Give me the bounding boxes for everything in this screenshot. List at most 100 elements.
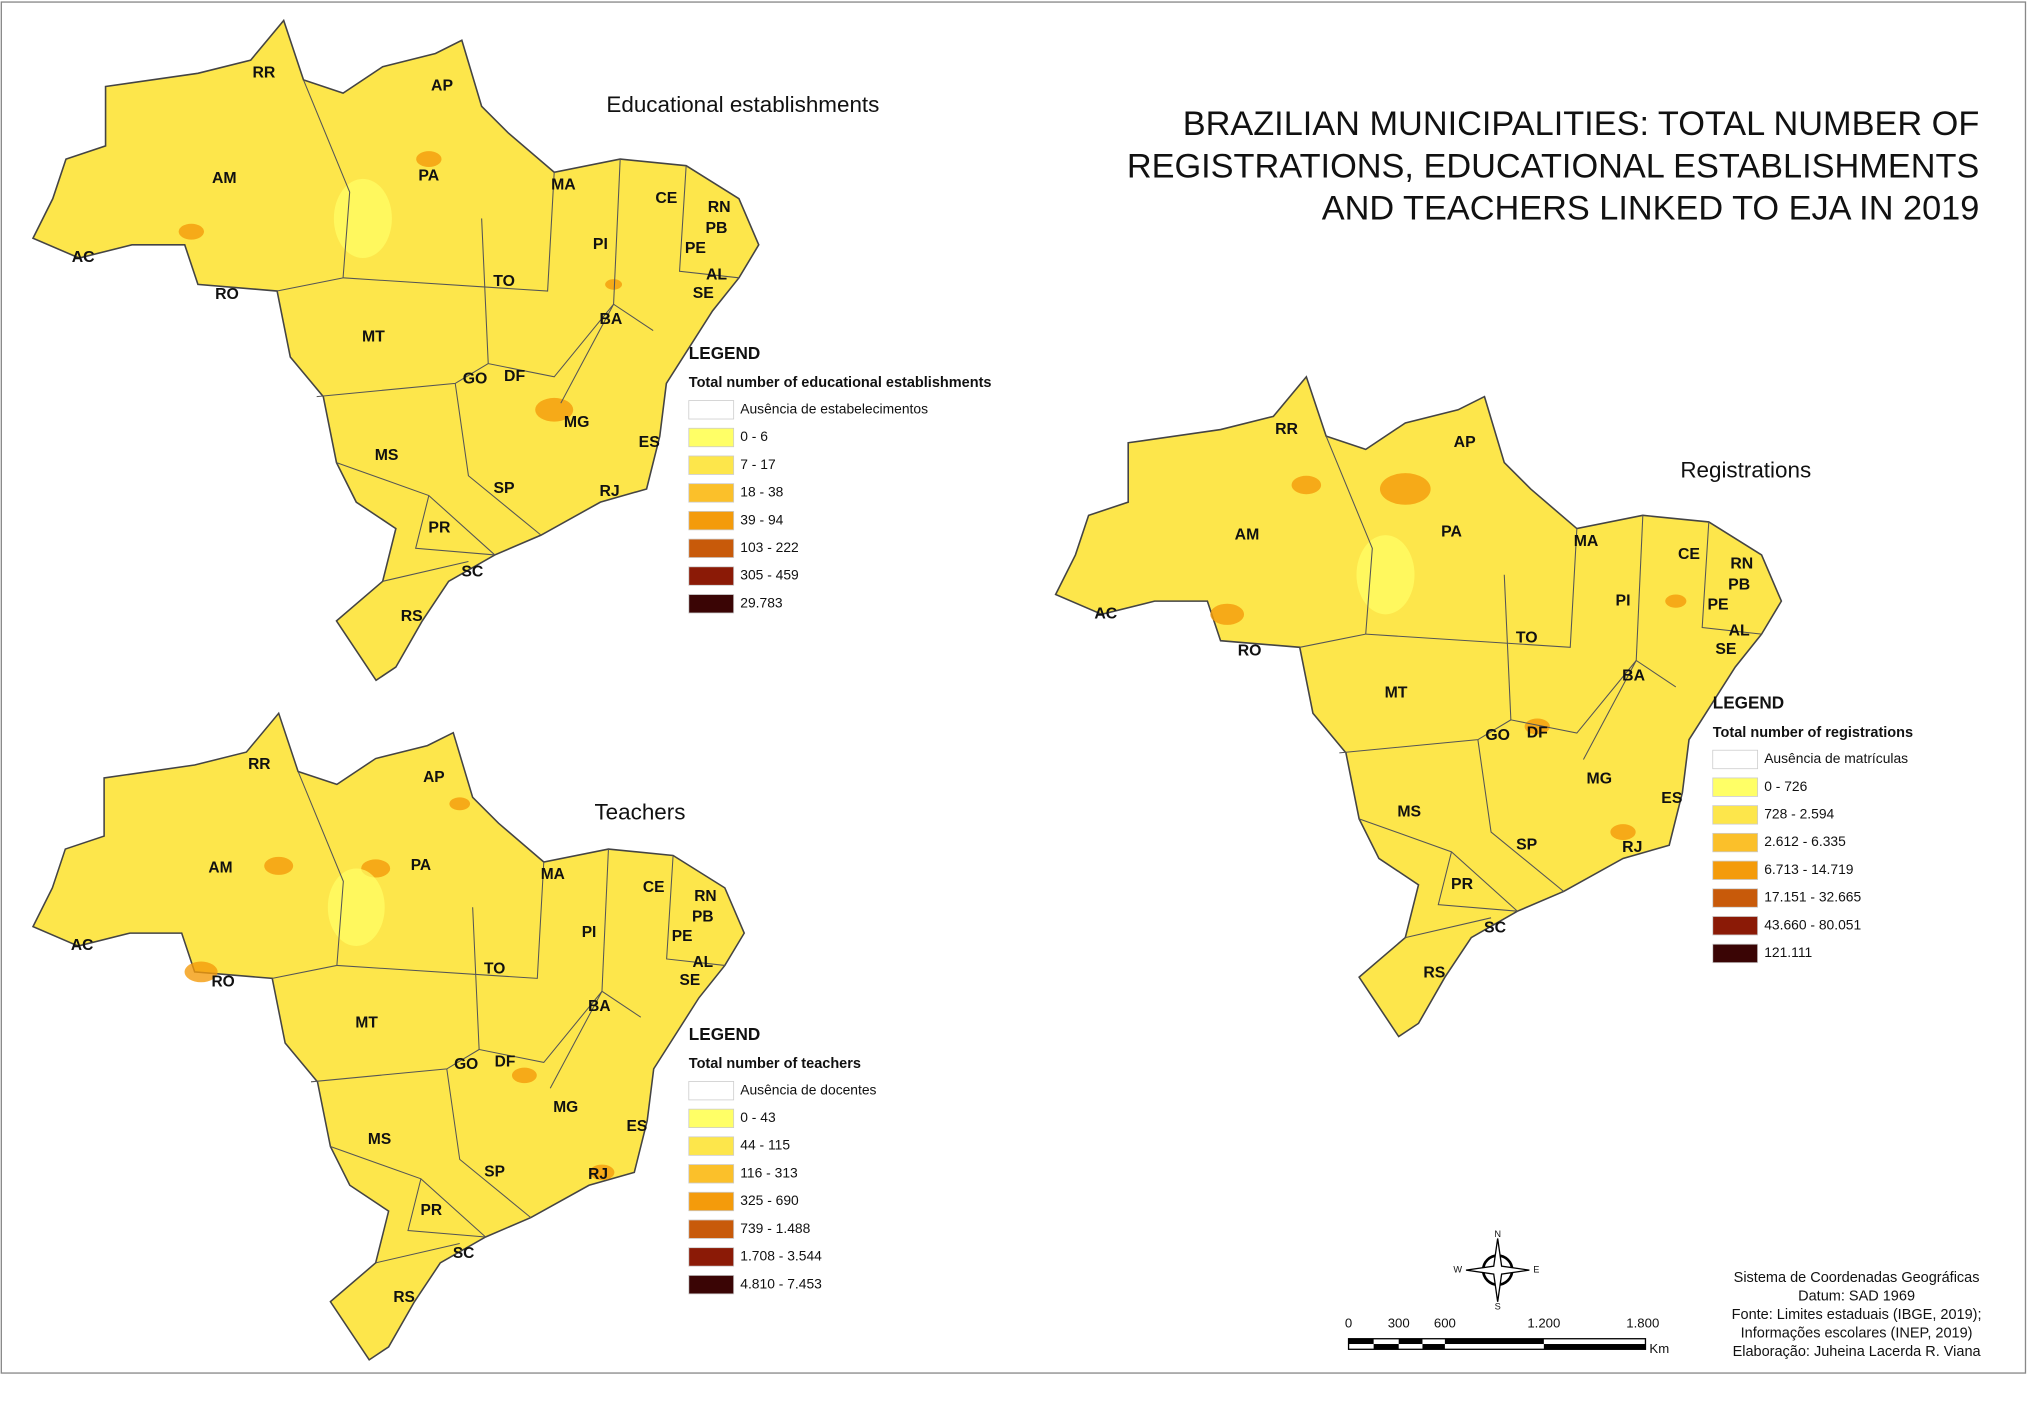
state-label: AC xyxy=(72,249,95,266)
state-label: PR xyxy=(1451,876,1474,893)
scale-label: 1.200 xyxy=(1527,1316,1560,1331)
state-label: RN xyxy=(708,199,731,216)
state-label: AP xyxy=(431,78,453,95)
legend-label: 43.660 - 80.051 xyxy=(1764,916,1861,932)
state-label: PR xyxy=(428,520,451,537)
legend-label: 728 - 2.594 xyxy=(1764,806,1834,822)
state-label: RN xyxy=(1730,555,1753,572)
municipality-patch xyxy=(416,151,442,167)
state-border xyxy=(303,79,351,278)
state-label: MS xyxy=(368,1131,391,1148)
state-border xyxy=(1437,851,1518,912)
scale-bar: 0 300 600 1.200 1.800 Km xyxy=(1345,1316,1669,1356)
state-border xyxy=(330,1145,486,1238)
map-title: Teachers xyxy=(594,799,685,824)
state-label: SP xyxy=(484,1163,505,1180)
state-label: GO xyxy=(1485,727,1510,744)
state-label: CE xyxy=(1678,546,1700,563)
state-label: AL xyxy=(706,266,727,283)
municipality-patch xyxy=(535,397,574,422)
legend-swatch xyxy=(688,400,735,420)
legend-label: Ausência de matrículas xyxy=(1764,750,1908,766)
state-label: TO xyxy=(493,273,515,290)
state-label: MA xyxy=(541,866,565,883)
legend-subtitle: Total number of educational establishmen… xyxy=(689,375,992,391)
state-label: SE xyxy=(1715,641,1736,658)
legend-heading: LEGEND xyxy=(689,343,760,363)
state-border xyxy=(414,495,495,556)
state-label: PE xyxy=(672,928,693,945)
legend-swatch xyxy=(1712,888,1759,908)
state-border xyxy=(272,964,337,979)
legend-swatch xyxy=(688,594,735,614)
legend-swatch xyxy=(1712,860,1759,880)
compass-label: W xyxy=(1453,1265,1462,1275)
legend-label: 116 - 313 xyxy=(740,1164,798,1180)
scale-label: 300 xyxy=(1388,1316,1410,1331)
legend-label: 6.713 - 14.719 xyxy=(1764,861,1854,877)
state-border xyxy=(613,159,621,305)
municipality-patch xyxy=(1524,718,1550,735)
state-label: PB xyxy=(1728,576,1750,593)
state-label: MS xyxy=(375,447,399,464)
state-border xyxy=(601,849,609,992)
legend-subtitle: Total number of teachers xyxy=(689,1056,861,1072)
legend-label: 0 - 43 xyxy=(740,1109,776,1125)
legend-label: 739 - 1.488 xyxy=(740,1220,810,1236)
legend-swatch xyxy=(688,1191,735,1212)
state-label: MT xyxy=(362,328,385,345)
scale-segment xyxy=(1543,1344,1646,1350)
municipality-patch xyxy=(511,1067,537,1084)
municipality-patch xyxy=(1356,535,1415,615)
legend-label: 39 - 94 xyxy=(740,511,783,527)
municipality-patch xyxy=(589,1164,615,1181)
legend-swatch xyxy=(688,1136,735,1156)
state-label: PE xyxy=(1707,596,1728,613)
state-border xyxy=(446,1068,532,1219)
legend-swatch xyxy=(688,455,735,475)
scale-segment xyxy=(1348,1338,1374,1345)
legend-swatch xyxy=(1712,749,1759,770)
compass: N S E W xyxy=(1453,1229,1539,1312)
state-label: PI xyxy=(593,236,608,253)
credit-line: Datum: SAD 1969 xyxy=(1798,1288,1915,1304)
state-label: TO xyxy=(484,960,505,977)
state-label: MG xyxy=(564,414,590,431)
legend-swatch xyxy=(688,538,735,558)
legend-label: 1.708 - 3.544 xyxy=(740,1248,822,1264)
legend-label: Ausência de estabelecimentos xyxy=(740,400,928,416)
state-label: ES xyxy=(627,1118,648,1135)
municipality-patch xyxy=(264,856,294,875)
state-label: SP xyxy=(493,480,515,497)
state-label: RO xyxy=(211,973,234,990)
state-label: MT xyxy=(355,1015,378,1032)
municipality-patch xyxy=(327,868,385,947)
state-label: BA xyxy=(600,311,623,328)
state-label: SC xyxy=(461,563,483,580)
title-line: AND TEACHERS LINKED TO EJA IN 2019 xyxy=(1322,190,1980,228)
state-label: ES xyxy=(1661,790,1682,807)
state-label: PA xyxy=(411,857,431,874)
title-line: BRAZILIAN MUNICIPALITIES: TOTAL NUMBER O… xyxy=(1183,105,1980,143)
state-label: MT xyxy=(1385,685,1408,702)
legend-label: 18 - 38 xyxy=(740,484,783,500)
credit-line: Fonte: Limites estaduais (IBGE, 2019); xyxy=(1732,1307,1982,1323)
compass-star xyxy=(1465,1238,1530,1302)
legend-label: 103 - 222 xyxy=(740,539,799,555)
state-label: MS xyxy=(1397,803,1421,820)
state-border xyxy=(1635,515,1644,661)
legend-swatch xyxy=(1712,943,1759,964)
state-label: RJ xyxy=(1622,839,1642,856)
municipality-patch xyxy=(184,961,218,983)
state-label: AL xyxy=(693,954,714,971)
legend-label: 2.612 - 6.335 xyxy=(1764,833,1846,849)
legend-swatch xyxy=(688,1164,735,1184)
legend-swatch xyxy=(688,1081,735,1101)
legend-label: 305 - 459 xyxy=(740,567,799,583)
state-label: TO xyxy=(1516,629,1538,646)
legend-heading: LEGEND xyxy=(1713,693,1784,713)
municipality-patch xyxy=(333,178,392,259)
legend-label: Ausência de docentes xyxy=(740,1081,876,1097)
